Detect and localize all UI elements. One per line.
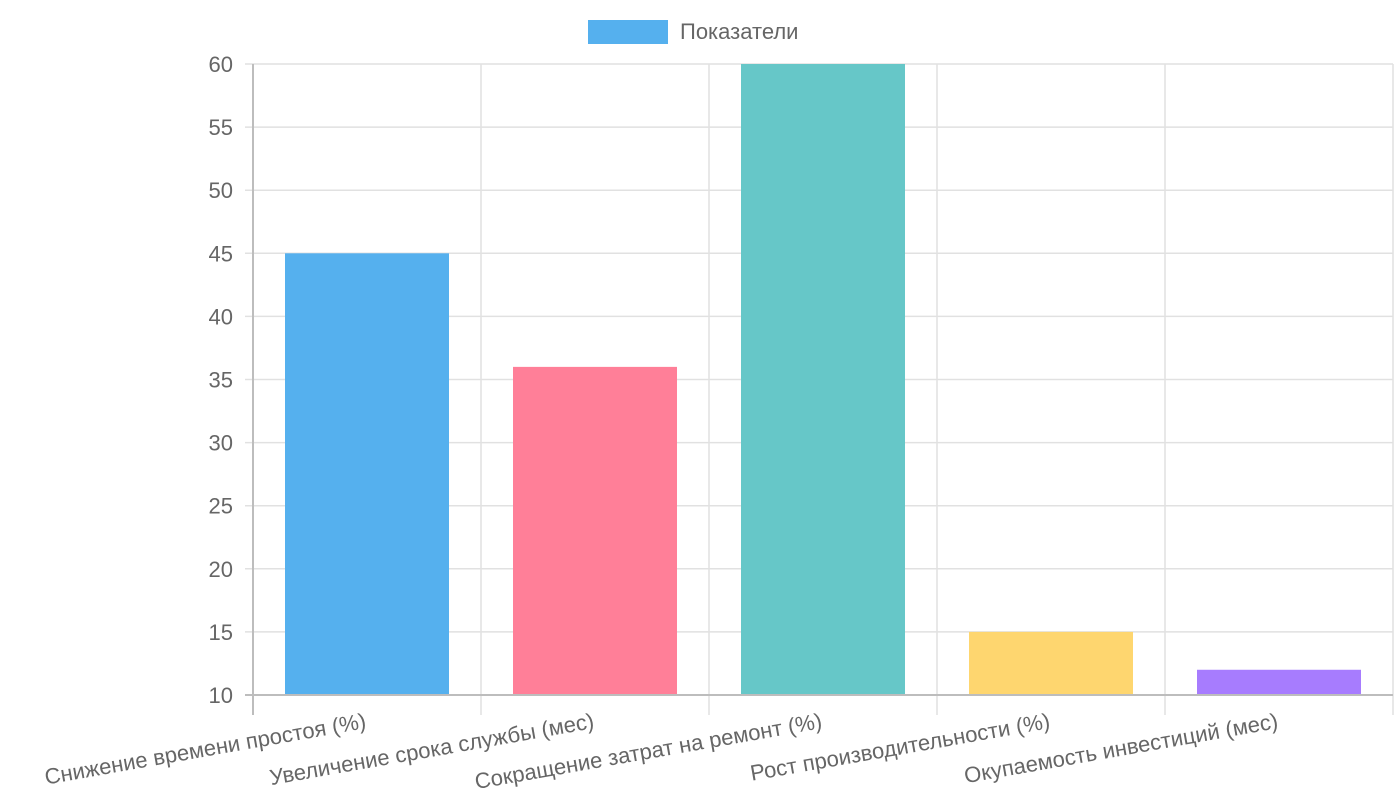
x-category-labels: Снижение времени простоя (%)Увеличение с… — [43, 708, 1280, 794]
y-tick-label: 20 — [209, 557, 233, 582]
bar[interactable] — [741, 64, 905, 695]
y-tick-label: 55 — [209, 115, 233, 140]
bar[interactable] — [513, 366, 677, 695]
y-tick-label: 15 — [209, 620, 233, 645]
y-tick-label: 40 — [209, 304, 233, 329]
bars-layer — [285, 64, 1361, 696]
bar[interactable] — [969, 631, 1133, 695]
y-tick-label: 25 — [209, 494, 233, 519]
y-tick-label: 35 — [209, 368, 233, 393]
axes-layer — [245, 64, 1393, 715]
legend-swatch[interactable] — [588, 20, 668, 44]
y-tick-labels: 10 15 20 25 30 35 40 45 50 55 60 — [209, 52, 233, 708]
y-tick-label: 60 — [209, 52, 233, 77]
y-tick-label: 45 — [209, 241, 233, 266]
bar[interactable] — [1197, 669, 1361, 695]
legend[interactable]: Показатели — [588, 19, 798, 44]
y-tick-label: 30 — [209, 431, 233, 456]
legend-label[interactable]: Показатели — [680, 19, 798, 44]
y-tick-label: 50 — [209, 178, 233, 203]
y-tick-label: 10 — [209, 683, 233, 708]
bar[interactable] — [285, 253, 449, 696]
